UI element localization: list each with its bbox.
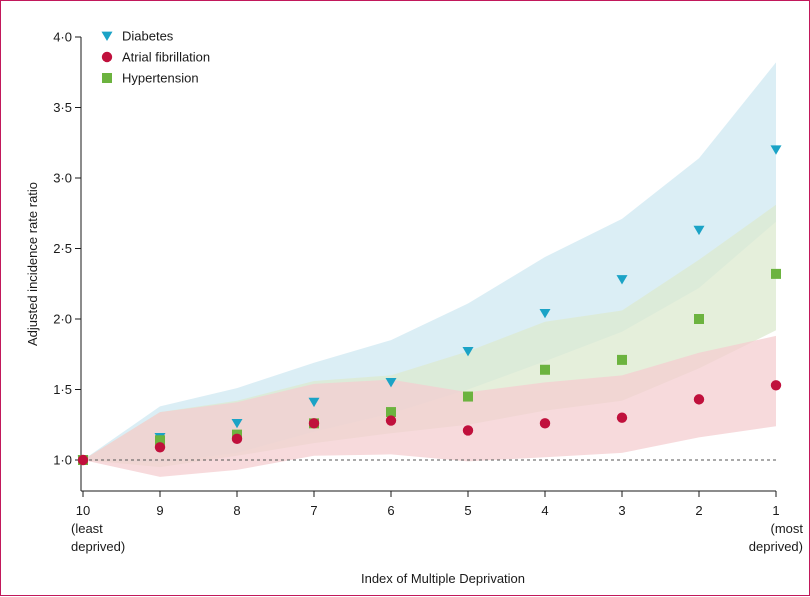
y-tick-label: 3·0 [53, 171, 72, 186]
legend-marker-diabetes [101, 31, 113, 41]
x-tick-label: 7 [310, 503, 317, 518]
y-tick-label: 1·5 [53, 382, 72, 397]
point-atrial-fibrillation [231, 433, 243, 445]
y-axis-title: Adjusted incidence rate ratio [25, 182, 40, 346]
point-hypertension [771, 268, 781, 279]
point-atrial-fibrillation [154, 442, 166, 453]
point-diabetes [770, 145, 782, 155]
y-tick-label: 4·0 [53, 30, 72, 45]
x-axis-title: Index of Multiple Deprivation [361, 571, 525, 586]
x-tick-label: 5 [464, 503, 471, 518]
x-tick-label: 6 [387, 503, 394, 518]
point-atrial-fibrillation [77, 454, 89, 466]
x-tick-label: 8 [233, 503, 240, 518]
x-tick-label: 1 [772, 503, 779, 518]
x-tick-label: 9 [156, 503, 163, 518]
x-tick-label: 3 [618, 503, 625, 518]
point-diabetes [308, 397, 320, 408]
legend-marker-atrial-fibrillation [101, 51, 113, 63]
y-tick-label: 3·5 [53, 100, 72, 115]
x-tick-sublabel: (least [71, 521, 103, 536]
point-hypertension [617, 354, 627, 365]
point-atrial-fibrillation [385, 415, 397, 426]
point-hypertension [463, 391, 473, 402]
point-atrial-fibrillation [308, 418, 320, 429]
point-hypertension [540, 364, 550, 375]
legend-marker-hypertension [102, 73, 112, 83]
x-tick-sublabel: (most [771, 521, 804, 536]
y-tick-label: 2·0 [53, 312, 72, 327]
point-hypertension [694, 314, 704, 324]
point-diabetes [231, 418, 243, 429]
point-diabetes [539, 308, 551, 319]
y-tick-label: 2·5 [53, 241, 72, 256]
ci-band-atrial-fibrillation [83, 335, 776, 477]
legend-label-diabetes: Diabetes [122, 29, 174, 44]
point-diabetes [693, 225, 705, 236]
legend-label-hypertension: Hypertension [122, 71, 199, 86]
point-diabetes [385, 378, 397, 388]
point-atrial-fibrillation [770, 380, 782, 391]
point-diabetes [462, 347, 474, 357]
point-atrial-fibrillation [616, 412, 628, 423]
y-tick-label: 1·0 [53, 453, 72, 468]
point-atrial-fibrillation [462, 425, 474, 436]
x-tick-label: 4 [541, 503, 548, 518]
x-tick-sublabel: deprived) [749, 539, 803, 554]
x-tick-label: 2 [695, 503, 702, 518]
point-diabetes [616, 275, 628, 285]
point-hypertension [155, 435, 165, 446]
point-atrial-fibrillation [539, 418, 551, 429]
legend-label-atrial-fibrillation: Atrial fibrillation [122, 50, 210, 65]
x-tick-sublabel: deprived) [71, 539, 125, 554]
point-hypertension [386, 407, 396, 418]
point-atrial-fibrillation [693, 394, 705, 405]
x-tick-label: 10 [76, 503, 90, 518]
